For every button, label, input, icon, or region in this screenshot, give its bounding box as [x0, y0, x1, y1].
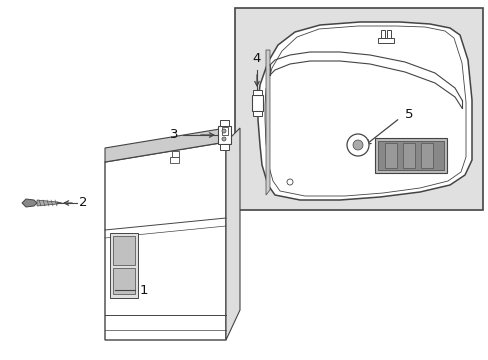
Bar	[380, 30, 384, 38]
Polygon shape	[37, 200, 60, 206]
Bar	[113, 268, 135, 294]
Bar	[252, 111, 262, 116]
Bar	[386, 30, 390, 38]
Text: 5: 5	[404, 108, 413, 122]
Bar	[377, 141, 443, 170]
Polygon shape	[22, 199, 37, 207]
Circle shape	[286, 179, 292, 185]
Bar	[220, 120, 228, 126]
Polygon shape	[105, 128, 225, 162]
Bar	[251, 95, 263, 111]
Circle shape	[346, 134, 368, 156]
Bar	[110, 233, 138, 298]
Bar	[420, 143, 432, 168]
Bar	[235, 8, 482, 210]
Polygon shape	[258, 22, 471, 200]
Bar	[222, 127, 227, 135]
Bar	[218, 126, 230, 144]
Polygon shape	[225, 128, 240, 340]
Polygon shape	[105, 142, 225, 340]
Text: 1: 1	[140, 284, 148, 297]
Bar	[252, 90, 262, 95]
Circle shape	[222, 137, 225, 141]
Bar	[113, 236, 135, 265]
Bar	[172, 151, 179, 157]
Polygon shape	[265, 50, 269, 195]
Bar	[374, 138, 446, 173]
Bar	[220, 144, 228, 150]
Bar	[377, 38, 393, 43]
Bar	[402, 143, 414, 168]
Circle shape	[222, 129, 225, 133]
Text: 4: 4	[252, 52, 261, 65]
Polygon shape	[264, 26, 465, 196]
Bar	[384, 143, 396, 168]
Circle shape	[352, 140, 362, 150]
Text: 3: 3	[169, 129, 178, 141]
Bar	[170, 157, 179, 163]
Text: 2: 2	[79, 197, 87, 210]
